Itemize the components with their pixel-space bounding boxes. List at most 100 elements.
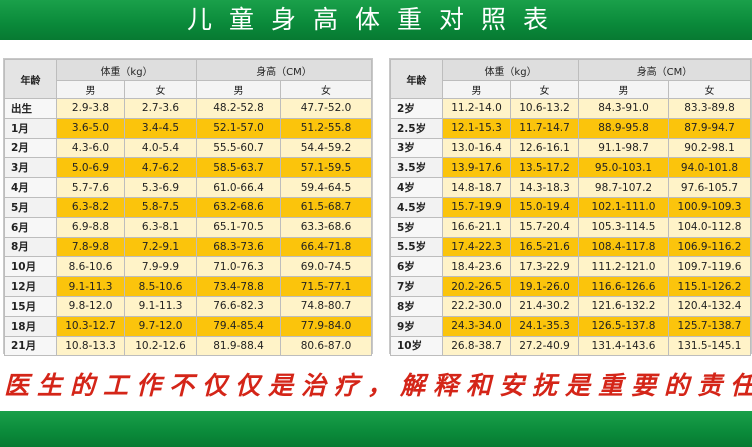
weight-male-cell: 5.7-7.6	[56, 177, 125, 198]
weight-female-cell: 15.0-19.4	[509, 196, 580, 218]
table-row: 15月 9.8-12.0 9.1-11.3 76.6-82.3 74.8-80.7	[4, 295, 372, 317]
weight-female-cell: 27.2-40.9	[509, 335, 580, 357]
height-female-cell: 106.9-116.2	[668, 236, 751, 258]
height-female-cell: 80.6-87.0	[280, 335, 372, 357]
age-cell: 4岁	[390, 177, 443, 198]
title-banner: 儿童身高体重对照表	[0, 0, 752, 40]
table-row: 8月 7.8-9.8 7.2-9.1 68.3-73.6 66.4-71.8	[4, 236, 372, 258]
height-female-cell: 71.5-77.1	[280, 276, 372, 297]
height-female-cell: 120.4-132.4	[668, 295, 751, 317]
weight-male-cell: 4.3-6.0	[56, 137, 125, 159]
weight-male-cell: 5.0-6.9	[56, 157, 125, 179]
weight-male-cell: 22.2-30.0	[442, 295, 511, 317]
height-male-cell: 68.3-73.6	[196, 236, 282, 258]
weight-male-cell: 12.1-15.3	[442, 117, 511, 139]
table-row: 21月 10.8-13.3 10.2-12.6 81.9-88.4 80.6-87.0	[4, 335, 372, 357]
age-cell: 3月	[4, 157, 57, 179]
height-female-cell: 47.7-52.0	[280, 98, 372, 119]
height-male-cell: 111.2-121.0	[578, 256, 670, 278]
height-male-cell: 98.7-107.2	[578, 177, 670, 198]
age-cell: 15月	[4, 295, 57, 317]
table-row: 4.5岁 15.7-19.9 15.0-19.4 102.1-111.0 100.9-1…	[390, 196, 751, 218]
weight-female-cell: 21.4-30.2	[509, 295, 580, 317]
age-cell: 9岁	[390, 315, 443, 337]
bottom-banner	[0, 411, 752, 447]
left-growth-table: 年龄 体重（kg） 身高（CM） 男 女 男 女 出生 2.9-3.8 2.7-3.…	[4, 59, 372, 357]
height-female-cell: 51.2-55.8	[280, 117, 372, 139]
weight-female-cell: 6.3-8.1	[123, 216, 198, 238]
age-cell: 2岁	[390, 98, 443, 119]
right-table-panel: 年龄 体重（kg） 身高（CM） 男 女 男 女 2岁 11.2-14.0 10.6…	[389, 58, 752, 357]
table-row: 10岁 26.8-38.7 27.2-40.9 131.4-143.6 131.5-14…	[390, 335, 751, 357]
height-male-cell: 126.5-137.8	[578, 315, 670, 337]
height-female-cell: 59.4-64.5	[280, 177, 372, 198]
weight-male-cell: 10.3-12.7	[56, 315, 125, 337]
table-row: 2月 4.3-6.0 4.0-5.4 55.5-60.7 54.4-59.2	[4, 137, 372, 159]
weight-female-cell: 7.9-9.9	[123, 256, 198, 278]
weight-male-cell: 7.8-9.8	[56, 236, 125, 258]
height-female-cell: 61.5-68.7	[280, 196, 372, 218]
height-female-cell: 115.1-126.2	[668, 276, 751, 297]
table-row: 2岁 11.2-14.0 10.6-13.2 84.3-91.0 83.3-89.8	[390, 98, 751, 119]
weight-header: 体重（kg）	[55, 59, 198, 81]
weight-female-cell: 14.3-18.3	[509, 177, 580, 198]
height-female-cell: 66.4-71.8	[280, 236, 372, 258]
gender-header-row: 男 女 男 女	[391, 80, 751, 99]
table-row: 10月 8.6-10.6 7.9-9.9 71.0-76.3 69.0-74.5	[4, 256, 372, 278]
age-cell: 10月	[4, 256, 57, 278]
weight-female-cell: 11.7-14.7	[509, 117, 580, 139]
table-row: 6月 6.9-8.8 6.3-8.1 65.1-70.5 63.3-68.6	[4, 216, 372, 238]
height-female-cell: 104.0-112.8	[668, 216, 751, 238]
age-cell: 12月	[4, 276, 57, 297]
height-male-cell: 76.6-82.3	[196, 295, 282, 317]
height-male-cell: 73.4-78.8	[196, 276, 282, 297]
age-cell: 6岁	[390, 256, 443, 278]
weight-female-cell: 3.4-4.5	[123, 117, 198, 139]
table-row: 3月 5.0-6.9 4.7-6.2 58.5-63.7 57.1-59.5	[4, 157, 372, 179]
height-male-cell: 95.0-103.1	[578, 157, 670, 179]
table-row: 2.5岁 12.1-15.3 11.7-14.7 88.9-95.8 87.9-94.7	[390, 117, 751, 139]
age-cell: 4.5岁	[390, 196, 443, 218]
table-row: 4岁 14.8-18.7 14.3-18.3 98.7-107.2 97.6-105.7	[390, 177, 751, 198]
weight-male-cell: 18.4-23.6	[442, 256, 511, 278]
age-cell: 3岁	[390, 137, 443, 159]
age-cell: 3.5岁	[390, 157, 443, 179]
weight-female-cell: 17.3-22.9	[509, 256, 580, 278]
age-cell: 7岁	[390, 276, 443, 297]
height-female-cell: 83.3-89.8	[668, 98, 751, 119]
table-row: 8岁 22.2-30.0 21.4-30.2 121.6-132.2 120.4-132…	[390, 295, 751, 317]
age-cell: 出生	[4, 98, 57, 119]
table-row: 9岁 24.3-34.0 24.1-35.3 126.5-137.8 125.7-138…	[390, 315, 751, 337]
gender-header-row: 男 女 男 女	[5, 80, 372, 99]
age-cell: 21月	[4, 335, 57, 357]
table-row: 5.5岁 17.4-22.3 16.5-21.6 108.4-117.8 106.9-1…	[390, 236, 751, 258]
header-row: 年龄 体重（kg） 身高（CM）	[4, 59, 372, 99]
table-row: 5岁 16.6-21.1 15.7-20.4 105.3-114.5 104.0-112…	[390, 216, 751, 238]
age-cell: 8月	[4, 236, 57, 258]
weight-male-cell: 14.8-18.7	[442, 177, 511, 198]
height-male-cell: 131.4-143.6	[578, 335, 670, 357]
height-header: 身高（CM）	[578, 59, 751, 81]
height-male-header: 男	[578, 80, 670, 99]
height-male-cell: 55.5-60.7	[196, 137, 282, 159]
height-female-cell: 57.1-59.5	[280, 157, 372, 179]
weight-male-cell: 26.8-38.7	[442, 335, 511, 357]
height-male-cell: 116.6-126.6	[578, 276, 670, 297]
weight-male-header: 男	[442, 80, 511, 99]
weight-female-header: 女	[509, 80, 580, 99]
height-male-cell: 121.6-132.2	[578, 295, 670, 317]
height-male-cell: 65.1-70.5	[196, 216, 282, 238]
left-table-panel: 年龄 体重（kg） 身高（CM） 男 女 男 女 出生 2.9-3.8 2.7-3.…	[3, 58, 373, 357]
height-female-cell: 109.7-119.6	[668, 256, 751, 278]
weight-female-cell: 5.3-6.9	[123, 177, 198, 198]
weight-female-cell: 4.0-5.4	[123, 137, 198, 159]
height-female-cell: 90.2-98.1	[668, 137, 751, 159]
height-male-cell: 61.0-66.4	[196, 177, 282, 198]
weight-female-cell: 16.5-21.6	[509, 236, 580, 258]
weight-female-cell: 4.7-6.2	[123, 157, 198, 179]
weight-female-cell: 10.2-12.6	[123, 335, 198, 357]
weight-male-cell: 16.6-21.1	[442, 216, 511, 238]
height-female-cell: 63.3-68.6	[280, 216, 372, 238]
height-male-cell: 105.3-114.5	[578, 216, 670, 238]
weight-male-cell: 11.2-14.0	[442, 98, 511, 119]
